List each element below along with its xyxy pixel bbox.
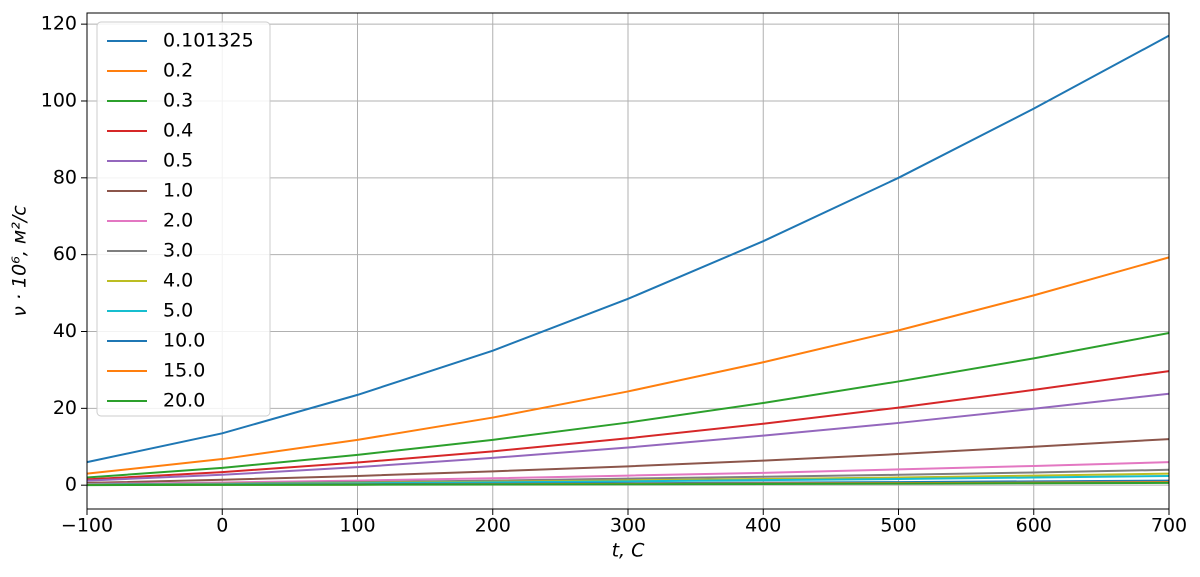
legend-label: 0.3 xyxy=(163,90,193,112)
legend-label: 0.4 xyxy=(163,120,193,142)
series-line xyxy=(86,392,1170,482)
x-tick-label: 200 xyxy=(475,515,511,537)
legend-label: 0.5 xyxy=(163,150,193,172)
legend-label: 2.0 xyxy=(163,210,193,232)
legend-label: 5.0 xyxy=(163,300,193,322)
series-line xyxy=(86,461,1170,486)
x-tick-label: 600 xyxy=(1016,515,1052,537)
legend: 0.101325 0.2 0.3 0.4 0.5 1.0 2.0 3.0 4.0 5.0 10.0 1… xyxy=(96,21,271,417)
series-line xyxy=(86,481,1170,487)
series-line xyxy=(86,332,1170,479)
series-line xyxy=(86,438,1170,484)
legend-label: 10.0 xyxy=(163,330,205,352)
legend-box xyxy=(96,21,271,417)
legend-label: 0.101325 xyxy=(163,30,254,52)
x-tick-label: 100 xyxy=(339,515,375,537)
y-tick-label: 60 xyxy=(53,243,77,265)
legend-label: 20.0 xyxy=(163,390,205,412)
series-line xyxy=(86,34,1170,464)
legend-label: 3.0 xyxy=(163,240,193,262)
y-tick-label: 0 xyxy=(65,474,77,496)
x-tick-label: 500 xyxy=(880,515,916,537)
x-tick-label: 0 xyxy=(216,515,228,537)
legend-label: 1.0 xyxy=(163,180,193,202)
y-tick-label: 80 xyxy=(53,166,77,188)
y-tick-label: 100 xyxy=(41,89,77,111)
y-tick-label: 120 xyxy=(41,13,77,35)
legend-label: 0.2 xyxy=(163,60,193,82)
series-line xyxy=(86,256,1170,475)
legend-label: 15.0 xyxy=(163,360,205,382)
series-line xyxy=(86,370,1170,481)
x-tick-label: −100 xyxy=(61,515,113,537)
y-tick-label: 20 xyxy=(53,397,77,419)
y-axis-label: ν · 10⁶, м²/с xyxy=(9,205,31,317)
x-tick-label: 700 xyxy=(1151,515,1187,537)
plot-frame xyxy=(86,12,1170,510)
legend-label: 4.0 xyxy=(163,270,193,292)
x-tick-label: 300 xyxy=(610,515,646,537)
x-axis-label: t, C xyxy=(612,540,646,562)
x-tick-label: 400 xyxy=(745,515,781,537)
y-tick-label: 40 xyxy=(53,320,77,342)
